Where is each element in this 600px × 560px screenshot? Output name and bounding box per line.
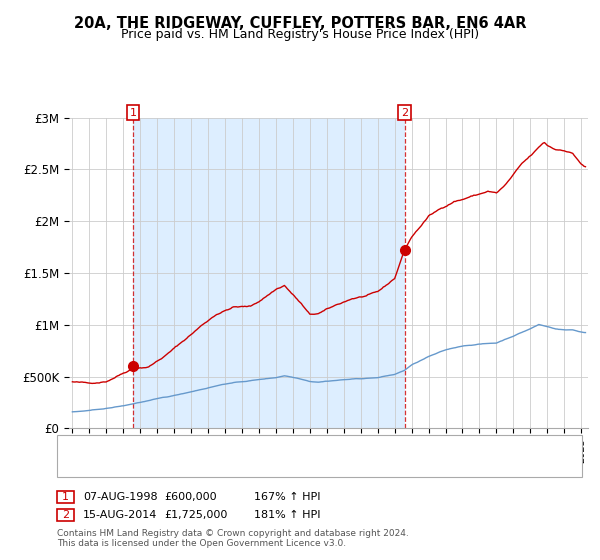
Text: 15-AUG-2014: 15-AUG-2014 [83,510,157,520]
Text: HPI: Average price, detached house, Welwyn Hatfield: HPI: Average price, detached house, Welw… [96,461,373,470]
Text: 20A, THE RIDGEWAY, CUFFLEY, POTTERS BAR, EN6 4AR: 20A, THE RIDGEWAY, CUFFLEY, POTTERS BAR,… [74,16,526,31]
Text: £600,000: £600,000 [164,492,217,502]
Text: 1: 1 [62,492,69,502]
Text: This data is licensed under the Open Government Licence v3.0.: This data is licensed under the Open Gov… [57,539,346,548]
Text: 07-AUG-1998: 07-AUG-1998 [83,492,157,502]
Text: 167% ↑ HPI: 167% ↑ HPI [254,492,320,502]
Text: 2: 2 [401,108,408,118]
Text: 2: 2 [62,510,69,520]
Bar [133,118,404,428]
Text: 1: 1 [130,108,137,118]
Text: Price paid vs. HM Land Registry's House Price Index (HPI): Price paid vs. HM Land Registry's House … [121,28,479,41]
Text: £1,725,000: £1,725,000 [164,510,227,520]
Text: 181% ↑ HPI: 181% ↑ HPI [254,510,320,520]
Text: 20A, THE RIDGEWAY, CUFFLEY, POTTERS BAR, EN6 4AR (detached house): 20A, THE RIDGEWAY, CUFFLEY, POTTERS BAR,… [96,441,478,451]
Text: Contains HM Land Registry data © Crown copyright and database right 2024.: Contains HM Land Registry data © Crown c… [57,529,409,538]
